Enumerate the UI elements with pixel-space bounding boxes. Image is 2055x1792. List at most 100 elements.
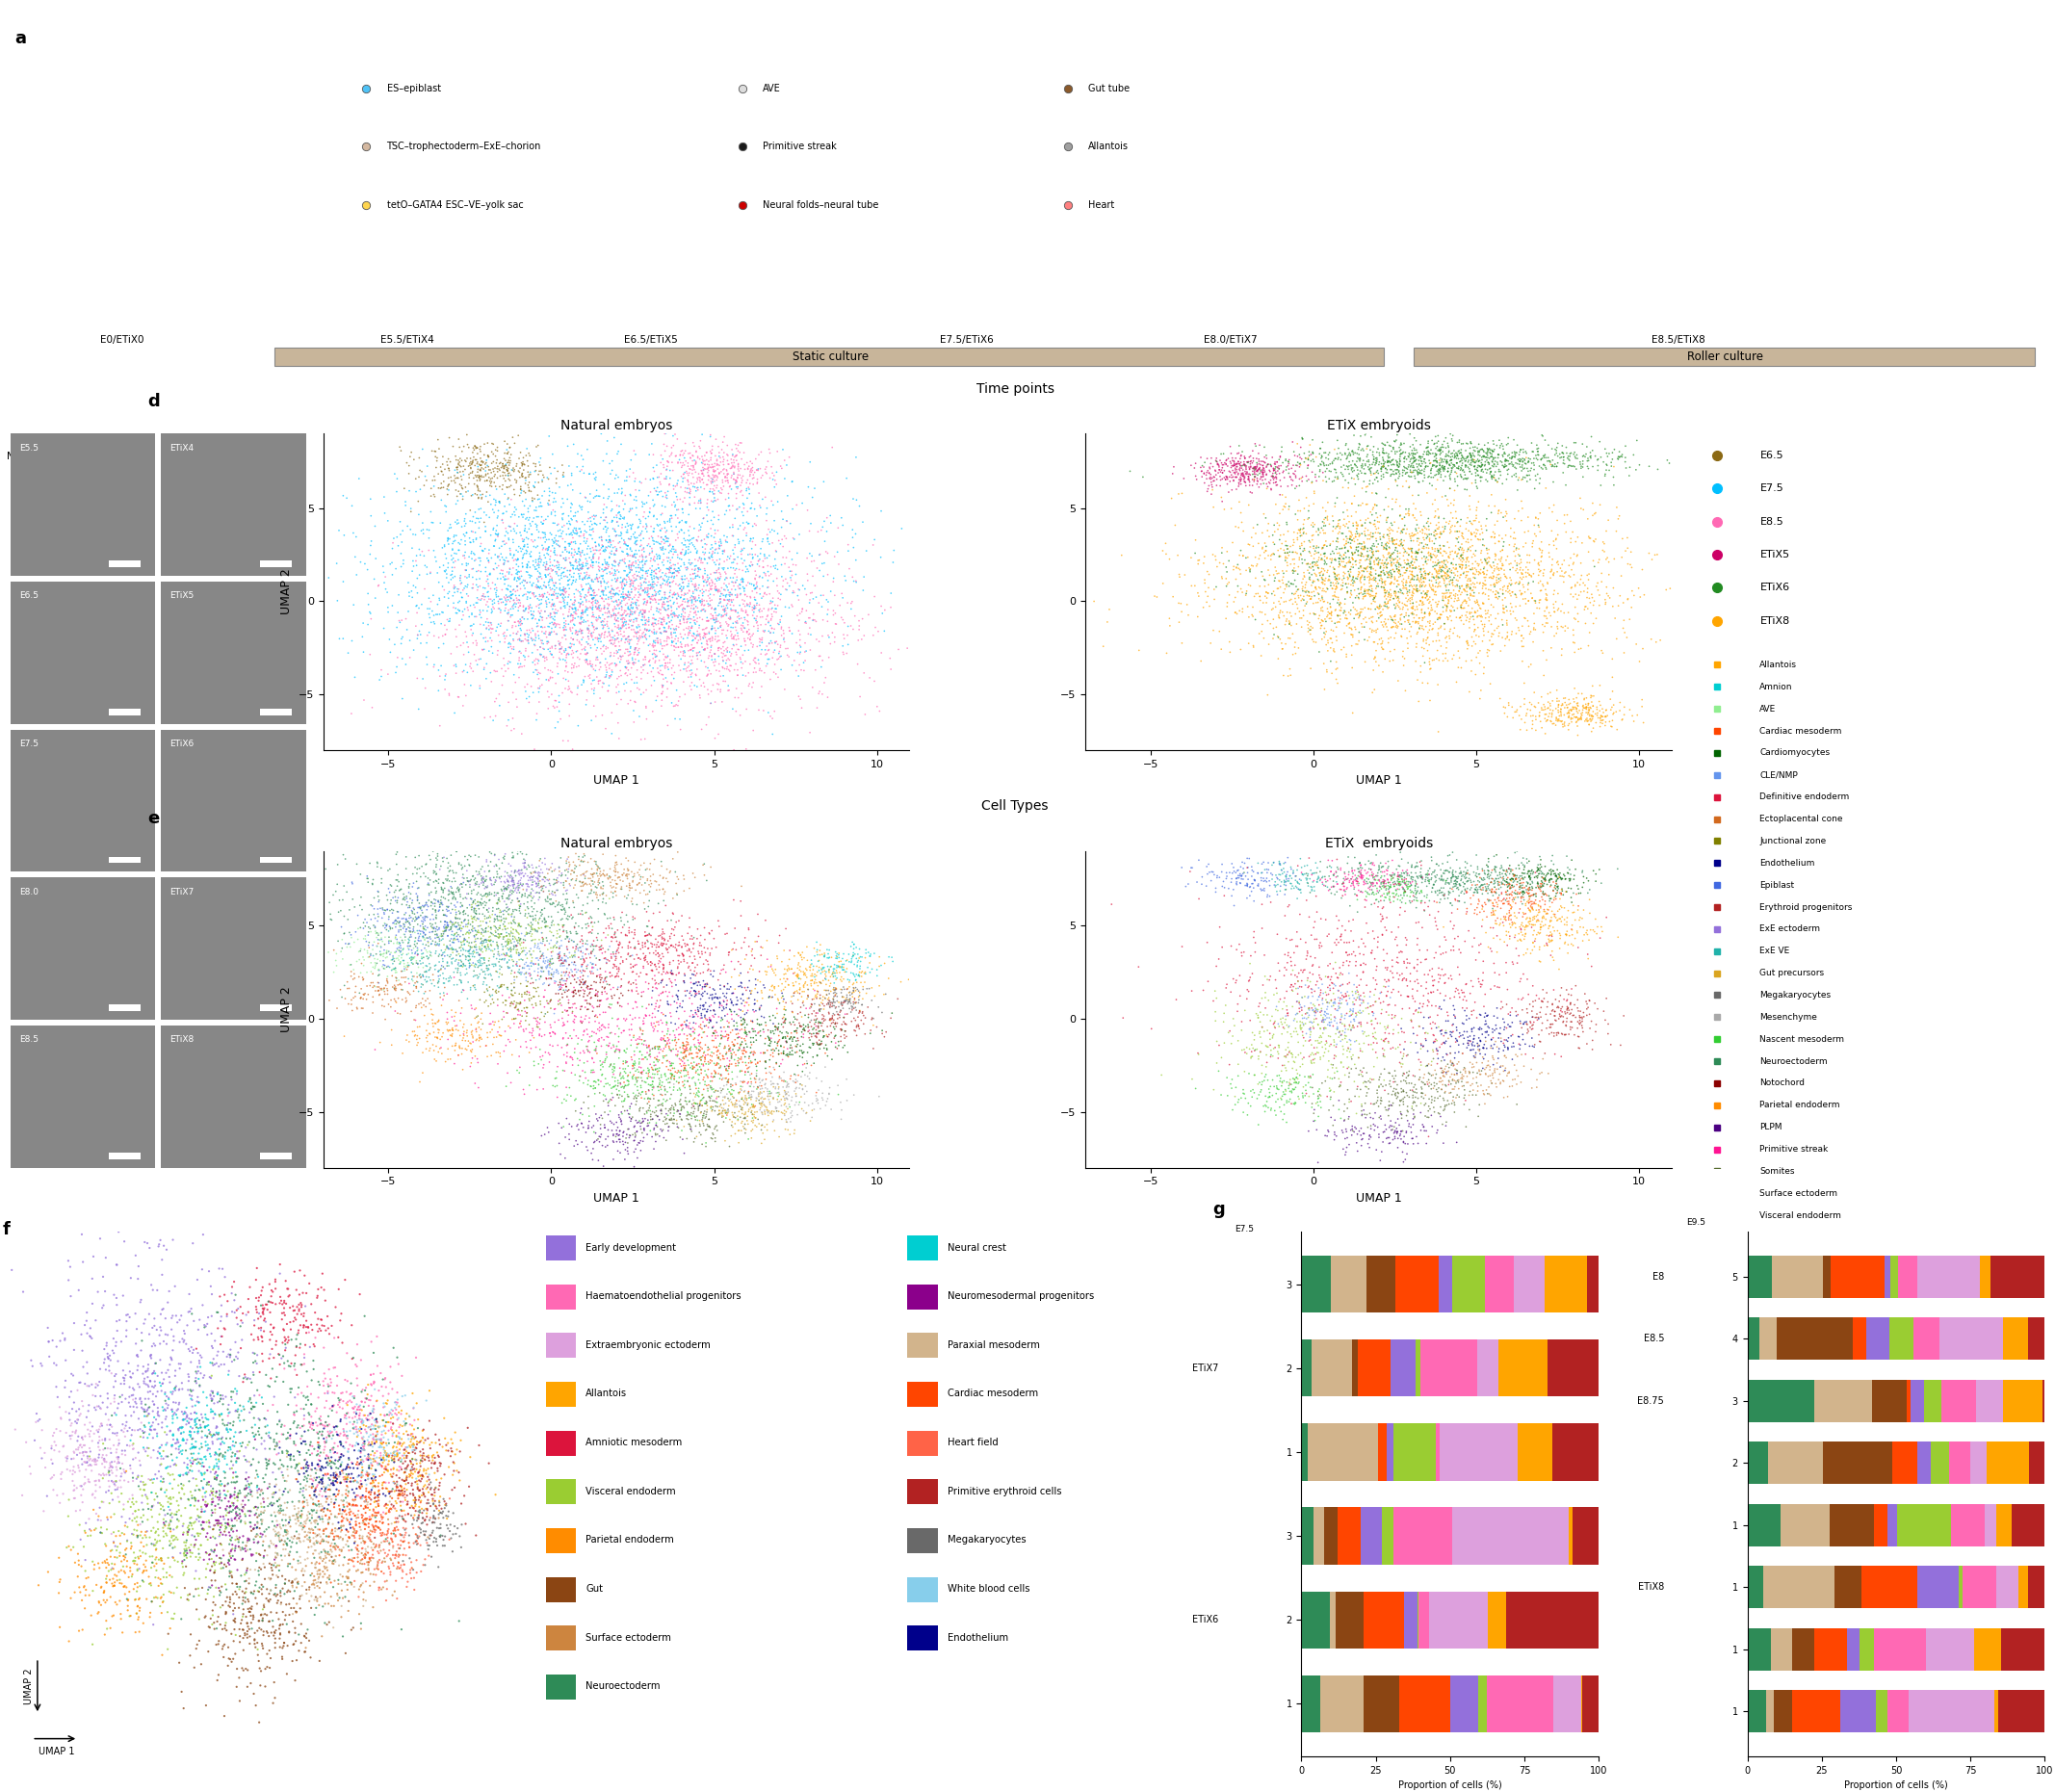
Point [1465, 855, 1498, 883]
Point [559, 514, 592, 543]
Point [1521, 857, 1554, 885]
Point [1266, 563, 1299, 591]
Point [684, 928, 717, 957]
Point [1210, 1081, 1243, 1109]
Point [590, 889, 623, 918]
Point [446, 853, 479, 882]
Point [863, 952, 896, 980]
Point [738, 631, 771, 659]
Point [1517, 935, 1549, 964]
Point [353, 1360, 386, 1389]
Point [804, 1025, 836, 1054]
Point [1305, 597, 1338, 625]
Point [662, 1025, 695, 1054]
Point [403, 842, 436, 871]
Point [364, 1029, 397, 1057]
Point [690, 486, 723, 514]
Point [536, 527, 569, 556]
Point [614, 950, 647, 978]
Point [197, 1351, 230, 1380]
Point [526, 873, 559, 901]
Point [376, 1446, 409, 1475]
Point [483, 846, 516, 874]
Point [390, 1487, 423, 1516]
Point [499, 556, 532, 584]
Point [596, 455, 629, 484]
Point [1229, 452, 1262, 480]
Point [639, 1032, 672, 1061]
Point [195, 1398, 228, 1426]
Point [1249, 864, 1282, 892]
Point [1315, 939, 1348, 968]
Point [506, 839, 538, 867]
Point [771, 1021, 804, 1050]
Point [647, 606, 680, 634]
Point [1321, 602, 1354, 631]
Point [380, 1401, 413, 1430]
Point [1416, 971, 1449, 1000]
Point [1391, 538, 1424, 566]
Point [777, 495, 810, 523]
Point [421, 1038, 454, 1066]
Point [341, 1391, 374, 1419]
Point [1356, 873, 1389, 901]
Point [532, 946, 565, 975]
Point [1305, 611, 1338, 640]
Point [92, 1405, 125, 1434]
Point [680, 672, 713, 701]
Point [417, 600, 450, 629]
Point [1523, 858, 1556, 887]
Point [464, 437, 497, 466]
Point [1389, 556, 1422, 584]
Point [1445, 604, 1478, 633]
Point [1424, 539, 1457, 568]
Point [1377, 1068, 1410, 1097]
Point [1422, 421, 1455, 450]
Point [397, 898, 429, 926]
Point [92, 1425, 125, 1453]
Point [1498, 1032, 1531, 1061]
Point [590, 527, 623, 556]
Point [88, 1335, 121, 1364]
Point [92, 1459, 125, 1487]
Point [1330, 570, 1362, 599]
Point [1408, 581, 1441, 609]
Point [1488, 631, 1521, 659]
Point [88, 1546, 121, 1575]
Point [804, 968, 836, 996]
Point [197, 1548, 230, 1577]
Point [1206, 934, 1239, 962]
Point [734, 1018, 767, 1047]
Point [582, 552, 614, 581]
Point [226, 1545, 259, 1573]
Point [1494, 901, 1527, 930]
Point [594, 627, 627, 656]
Point [1258, 529, 1291, 557]
Point [479, 588, 512, 616]
Point [555, 866, 588, 894]
Point [1399, 577, 1432, 606]
Point [651, 600, 684, 629]
Point [1399, 867, 1432, 896]
Point [395, 1459, 427, 1487]
Point [1488, 912, 1521, 941]
Point [1402, 609, 1434, 638]
Point [557, 857, 590, 885]
Point [1208, 991, 1241, 1020]
Point [614, 480, 647, 509]
Point [1443, 534, 1475, 563]
Point [1517, 910, 1549, 939]
Point [388, 883, 421, 912]
Point [619, 649, 651, 677]
Point [506, 448, 538, 477]
Point [351, 1460, 384, 1489]
Point [1525, 846, 1558, 874]
Point [1543, 1004, 1576, 1032]
Point [99, 1382, 132, 1410]
Point [1533, 1020, 1566, 1048]
Point [697, 453, 730, 482]
Point [674, 548, 707, 577]
Point [725, 1084, 758, 1113]
Point [582, 1004, 614, 1032]
Point [748, 1025, 781, 1054]
